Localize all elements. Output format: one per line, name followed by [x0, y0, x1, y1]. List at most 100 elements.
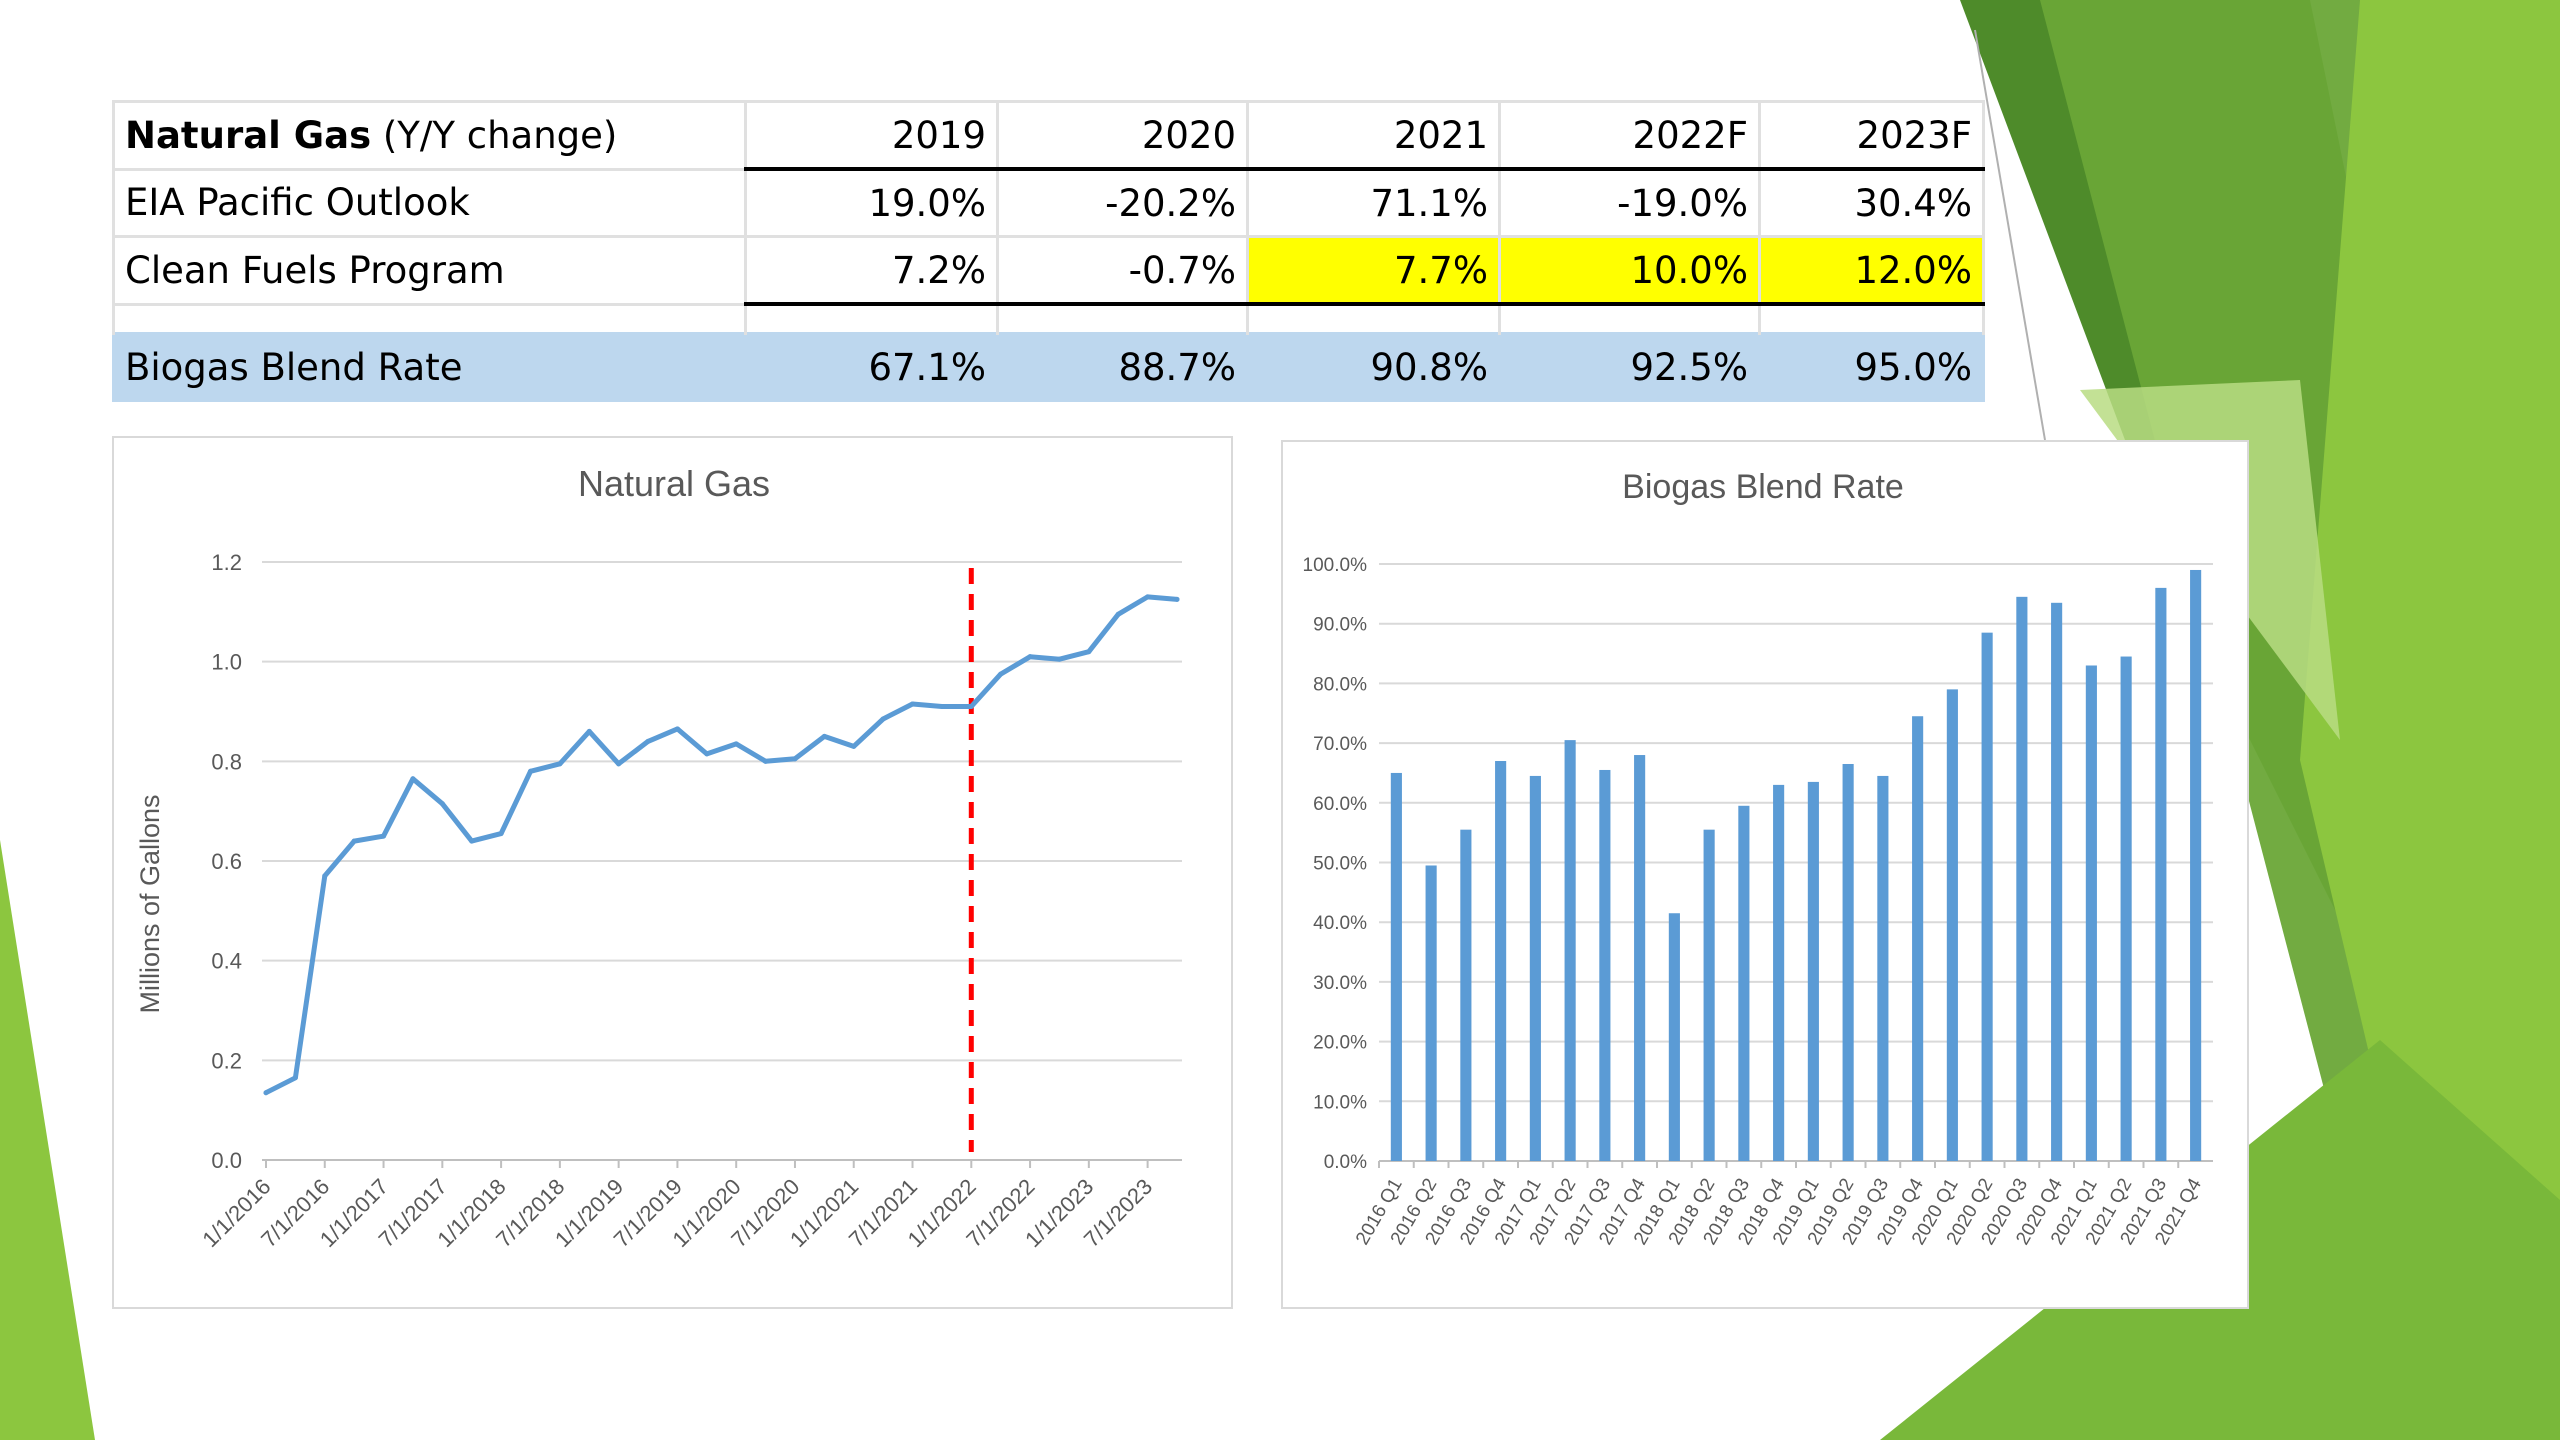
data-point — [292, 1075, 298, 1081]
row-label: Biogas Blend Rate — [112, 332, 747, 402]
biogas-blend-rate-chart-svg: Biogas Blend Rate 0.0% 10.0% 20.0% 30.0% 40.… — [1303, 468, 2213, 1249]
data-point — [586, 728, 592, 734]
year-2019-header: 2019 — [744, 100, 999, 171]
year-2020-header: 2020 — [996, 100, 1249, 171]
data-point — [1027, 654, 1033, 660]
y-tick-label: 0.2 — [211, 1048, 242, 1073]
data-point — [645, 738, 651, 744]
bar — [2051, 602, 2063, 1161]
bar — [1460, 829, 1472, 1161]
clean-fuels-program-row: Clean Fuels Program 7.2% -0.7% 7.7% 10.0… — [112, 235, 1985, 306]
bar — [1912, 716, 1924, 1161]
bar — [1842, 763, 1854, 1161]
summary-table: Natural Gas (Y/Y change) 2019 2020 2021 … — [112, 100, 1985, 402]
table-cell: -19.0% — [1498, 167, 1761, 238]
data-point — [792, 756, 798, 762]
chart-title: Biogas Blend Rate — [1622, 468, 1904, 506]
data-point — [704, 751, 710, 757]
data-point — [1115, 611, 1121, 617]
data-point — [763, 758, 769, 764]
table-header-row: Natural Gas (Y/Y change) 2019 2020 2021 … — [112, 100, 1985, 171]
data-point — [939, 704, 945, 710]
table-cell: 19.0% — [744, 167, 999, 238]
y-tick-label: 70.0% — [1313, 734, 1367, 755]
eia-pacific-outlook-row: EIA Pacific Outlook 19.0% -20.2% 71.1% -… — [112, 167, 1985, 238]
y-tick-label: 50.0% — [1313, 854, 1367, 875]
table-spacer-row — [112, 304, 1985, 334]
natural-gas-series-line — [263, 594, 1180, 1096]
bar — [1738, 805, 1750, 1161]
data-point — [322, 873, 328, 879]
data-point — [910, 701, 916, 707]
table-cell: 67.1% — [744, 332, 999, 402]
table-cell-highlighted: 7.7% — [1246, 235, 1501, 306]
y-axis-label: Millions of Gallons — [135, 794, 165, 1013]
data-point — [968, 704, 974, 710]
biogas-blend-rate-row: Biogas Blend Rate 67.1% 88.7% 90.8% 92.5… — [112, 332, 1985, 402]
bar — [2190, 569, 2202, 1161]
year-2023f-header: 2023F — [1758, 100, 1985, 171]
bar — [1773, 784, 1785, 1161]
data-point — [674, 726, 680, 732]
data-point — [351, 838, 357, 844]
data-point — [851, 743, 857, 749]
bar — [1981, 632, 1993, 1161]
data-point — [263, 1090, 269, 1096]
year-2021-header: 2021 — [1246, 100, 1501, 171]
table-header-label-bold: Natural Gas — [125, 113, 372, 157]
spacer-cell — [1498, 304, 1761, 334]
bar — [1564, 740, 1576, 1161]
bar — [1634, 755, 1646, 1161]
spacer-cell — [1758, 304, 1985, 334]
data-point — [381, 833, 387, 839]
table-cell: 7.2% — [744, 235, 999, 306]
bar — [1425, 865, 1437, 1161]
spacer-cell — [112, 304, 747, 334]
spacer-cell — [996, 304, 1249, 334]
data-point — [998, 671, 1004, 677]
y-tick-label: 90.0% — [1313, 615, 1367, 636]
bar — [1703, 829, 1715, 1161]
y-tick-label: 100.0% — [1303, 555, 1368, 576]
slide-decoration-lime — [2300, 0, 2560, 1440]
data-point — [880, 716, 886, 722]
y-tick-label: 1.2 — [211, 550, 242, 575]
bar — [1390, 772, 1402, 1161]
y-tick-label: 0.4 — [211, 949, 242, 974]
data-point — [733, 741, 739, 747]
bar — [1807, 781, 1819, 1161]
table-header-label-rest: (Y/Y change) — [371, 113, 618, 157]
spacer-cell — [744, 304, 999, 334]
table-cell-highlighted: 12.0% — [1758, 235, 1985, 306]
data-point — [439, 801, 445, 807]
bar — [1529, 775, 1541, 1161]
y-tick-label: 40.0% — [1313, 913, 1367, 934]
table-cell-highlighted: 10.0% — [1498, 235, 1761, 306]
table-cell: -0.7% — [996, 235, 1249, 306]
data-point — [469, 838, 475, 844]
bar — [1495, 761, 1507, 1161]
chart-title: Natural Gas — [578, 463, 770, 504]
y-tick-label: 60.0% — [1313, 794, 1367, 815]
y-tick-label: 80.0% — [1313, 674, 1367, 695]
y-tick-label: 30.0% — [1313, 973, 1367, 994]
table-header-label: Natural Gas (Y/Y change) — [112, 100, 747, 171]
bar — [1877, 775, 1889, 1161]
y-tick-label: 1.0 — [211, 650, 242, 675]
table-cell: 88.7% — [996, 332, 1249, 402]
y-tick-label: 0.0 — [211, 1148, 242, 1173]
bar — [1668, 913, 1680, 1161]
y-tick-label: 0.0% — [1324, 1152, 1367, 1173]
table-cell: 92.5% — [1498, 332, 1761, 402]
data-point — [1145, 594, 1151, 600]
table-cell: 95.0% — [1758, 332, 1985, 402]
data-point — [1056, 656, 1062, 662]
data-point — [821, 733, 827, 739]
y-tick-label: 0.8 — [211, 749, 242, 774]
data-point — [410, 776, 416, 782]
natural-gas-chart-svg: Natural Gas Millions of Gallons 0.0 0.2 0.… — [135, 463, 1182, 1252]
bar — [2085, 665, 2097, 1161]
data-point — [1086, 649, 1092, 655]
spacer-cell — [1246, 304, 1501, 334]
slide-decoration-left-green — [0, 840, 95, 1440]
